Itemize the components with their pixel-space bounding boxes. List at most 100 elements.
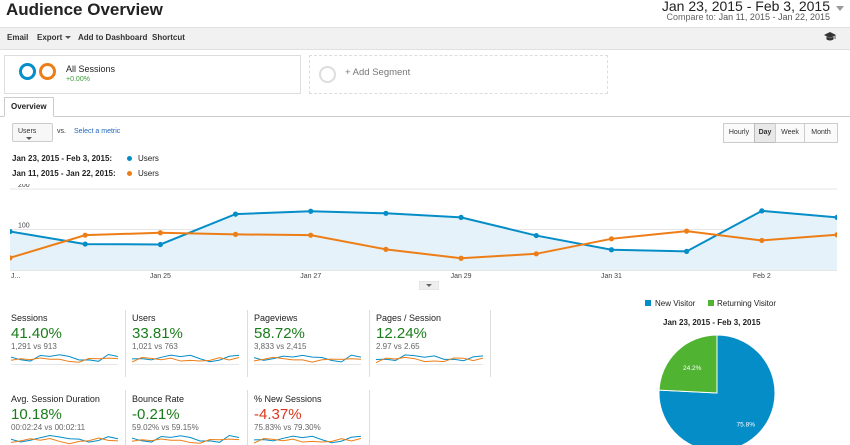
granularity-hourly[interactable]: Hourly [723,123,755,143]
tab-overview[interactable]: Overview [4,97,54,117]
chevron-down-icon [65,36,72,40]
scorecard[interactable]: Sessions 41.40% 1,291 vs 913 [10,313,123,370]
legend-returning-visitor-swatch [708,300,714,306]
series-current-point[interactable] [759,208,765,214]
series-previous-point[interactable] [834,232,837,238]
scorecard[interactable]: Pages / Session 12.24% 2.97 vs 2.65 [375,313,488,370]
x-tick-label: J... [11,273,20,280]
chevron-down-icon[interactable] [836,6,844,11]
email-button[interactable]: Email [7,33,29,42]
series-previous-point[interactable] [608,236,615,242]
add-segment-button[interactable] [309,55,608,94]
scorecard-label: Avg. Session Duration [11,394,100,404]
select-metric-link[interactable]: Select a metric [74,128,121,135]
scorecard-comparison: 1,021 vs 763 [132,342,178,351]
series-previous-point[interactable] [10,255,13,261]
granularity-week[interactable]: Week [775,123,805,143]
pie-slice-returning-visitor[interactable] [658,334,718,394]
visitor-pie-chart: 75.8% 24.2% [658,334,776,445]
series-current-point[interactable] [533,232,539,239]
chart-resize-handle[interactable] [419,281,439,290]
scorecard[interactable]: Users 33.81% 1,021 vs 763 [131,313,244,370]
series-current-point[interactable] [458,214,464,220]
scorecard-sparkline [10,353,119,365]
series-current-point[interactable] [834,214,837,220]
tab-divider [0,116,850,117]
scorecard[interactable]: Bounce Rate -0.21% 59.02% vs 59.15% [131,394,244,445]
scorecard-sparkline [253,354,362,365]
series-current-area [10,210,837,270]
series-previous-point[interactable] [533,251,539,257]
series-previous-point[interactable] [684,228,690,234]
compare-range[interactable]: Compare to: Jan 11, 2015 - Jan 22, 2015 [667,12,830,22]
scorecard-sparkline [131,354,240,365]
legend-range-previous: Jan 11, 2015 - Jan 22, 2015: [12,169,116,178]
series-previous-point[interactable] [383,246,389,252]
series-previous-point[interactable] [82,232,88,238]
scorecard[interactable]: Pageviews 58.72% 3,833 vs 2,415 [253,313,366,370]
series-previous-point[interactable] [157,230,163,236]
graduation-cap-icon[interactable] [824,32,836,43]
scorecard-comparison: 75.83% vs 79.30% [254,423,321,432]
scorecard-value: 58.72% [254,325,305,342]
legend-orange-dot-icon [127,171,132,176]
granularity-day[interactable]: Day [754,123,776,143]
scorecard-divider [125,390,126,445]
series-previous-point[interactable] [759,237,765,244]
series-previous-point[interactable] [458,255,464,261]
users-line-chart: 200 100 J... Jan 25 Jan 27 Jan 29 Jan 31 Feb 2 [10,184,837,280]
scorecard-value: 33.81% [132,325,183,342]
shortcut-button[interactable]: Shortcut [152,33,185,42]
scorecard-divider [125,310,126,377]
legend-range-current: Jan 23, 2015 - Feb 3, 2015: [12,154,113,163]
scorecard-value: 41.40% [11,325,62,342]
scorecard-sparkline [131,434,240,444]
x-tick-label: Jan 27 [300,273,321,280]
pie-slice-new-visitor[interactable] [658,334,776,445]
page-title: Audience Overview [6,0,163,19]
add-to-dashboard-button[interactable]: Add to Dashboard [78,33,148,42]
scorecard-divider [247,390,248,445]
scorecard-label: Bounce Rate [132,394,185,404]
scorecard-value: 10.18% [11,406,62,423]
scorecard-comparison: 00:02:24 vs 00:02:11 [11,423,86,432]
scorecard-comparison: 1,291 vs 913 [11,342,57,351]
granularity-month[interactable]: Month [804,123,838,143]
legend-blue-dot-icon [127,156,132,161]
scorecard-value: -4.37% [254,406,302,423]
series-current-point[interactable] [157,241,163,248]
series-previous-point[interactable] [232,231,239,237]
x-tick-label: Jan 25 [150,273,171,280]
series-current-point[interactable] [308,208,314,214]
compare-label: Compare to: [666,12,717,22]
series-previous-point[interactable] [308,232,314,238]
series-current-point[interactable] [232,211,239,217]
scorecard-sparkline [10,435,119,445]
series-current-point[interactable] [608,247,615,253]
pie-slice-label: 75.8% [737,421,756,428]
date-range-picker[interactable]: Jan 23, 2015 - Feb 3, 2015 [661,0,830,14]
export-button[interactable]: Export [37,33,72,42]
scorecard-comparison: 3,833 vs 2,415 [254,342,307,351]
series-current-point[interactable] [10,228,13,235]
series-current-point[interactable] [82,241,88,247]
legend-series-previous: Users [138,169,159,178]
segment-orange-circle-icon [39,63,56,80]
series-current-point[interactable] [684,248,690,254]
y-tick-label: 100 [18,223,30,230]
metric-select[interactable]: Users [12,123,53,142]
scorecard-label: Pageviews [254,313,298,323]
scorecard-label: Users [132,313,156,323]
scorecard[interactable]: Avg. Session Duration 10.18% 00:02:24 vs 0… [10,394,123,445]
chevron-down-icon [26,136,32,140]
series-current-point[interactable] [383,210,389,216]
segment-blue-circle-icon [19,63,36,80]
x-tick-label: Feb 2 [753,273,771,280]
legend-returning-visitor: Returning Visitor [717,299,776,308]
scorecard[interactable]: % New Sessions -4.37% 75.83% vs 79.30% [253,394,366,445]
scorecard-value: -0.21% [132,406,180,423]
legend-series-current: Users [138,154,159,163]
series-current-line [10,209,837,253]
pie-slice-label: 24.2% [683,365,702,372]
scorecard-label: % New Sessions [254,394,322,404]
